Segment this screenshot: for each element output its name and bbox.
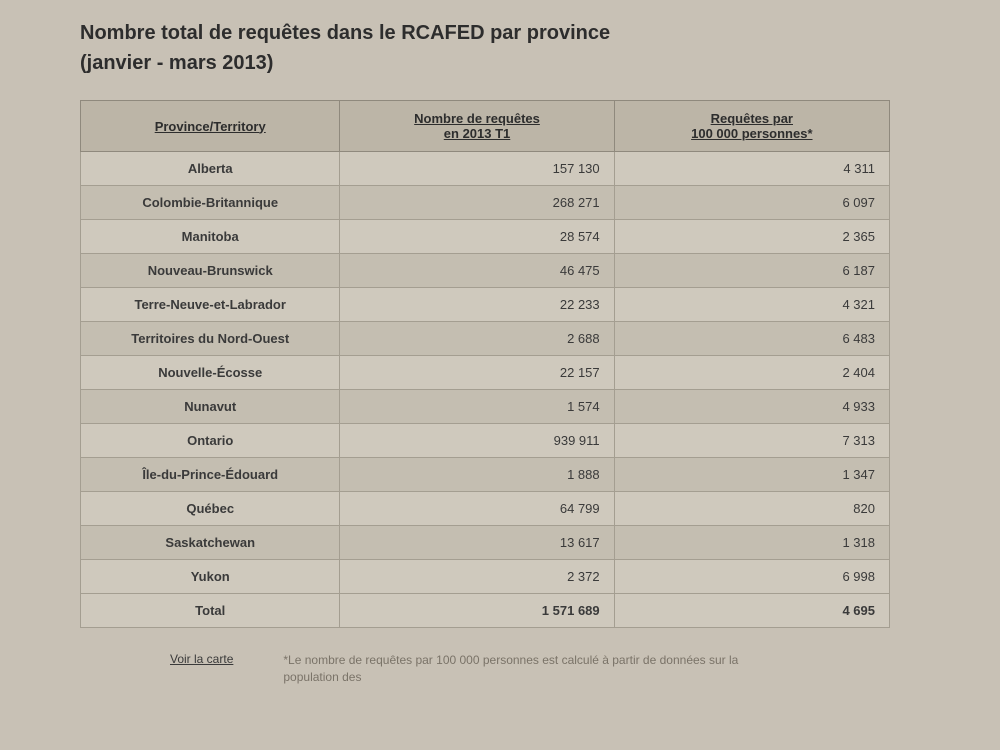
col-header-per100k-l1: Requêtes par bbox=[711, 111, 793, 126]
cell-per100k: 4 311 bbox=[614, 152, 889, 186]
cell-requests: 2 688 bbox=[340, 322, 614, 356]
data-table: Province/Territory Nombre de requêtes en… bbox=[80, 100, 890, 628]
table-row: Saskatchewan13 6171 318 bbox=[81, 526, 890, 560]
cell-per100k: 7 313 bbox=[614, 424, 889, 458]
cell-province: Colombie-Britannique bbox=[81, 186, 340, 220]
cell-requests: 22 233 bbox=[340, 288, 614, 322]
table-row: Ontario939 9117 313 bbox=[81, 424, 890, 458]
cell-per100k: 2 404 bbox=[614, 356, 889, 390]
cell-requests: 64 799 bbox=[340, 492, 614, 526]
cell-requests: 22 157 bbox=[340, 356, 614, 390]
table-row: Terre-Neuve-et-Labrador22 2334 321 bbox=[81, 288, 890, 322]
table-row: Territoires du Nord-Ouest2 6886 483 bbox=[81, 322, 890, 356]
table-row: Alberta157 1304 311 bbox=[81, 152, 890, 186]
cell-per100k: 4 933 bbox=[614, 390, 889, 424]
col-header-requests-l2: en 2013 T1 bbox=[444, 126, 511, 141]
cell-province: Nouvelle-Écosse bbox=[81, 356, 340, 390]
cell-requests: 28 574 bbox=[340, 220, 614, 254]
table-row: Québec64 799820 bbox=[81, 492, 890, 526]
cell-province: Nunavut bbox=[81, 390, 340, 424]
col-header-province-label: Province/Territory bbox=[155, 119, 266, 134]
table-header: Province/Territory Nombre de requêtes en… bbox=[81, 101, 890, 152]
col-header-per100k[interactable]: Requêtes par 100 000 personnes* bbox=[614, 101, 889, 152]
cell-per100k: 820 bbox=[614, 492, 889, 526]
cell-province: Québec bbox=[81, 492, 340, 526]
table-row: Nunavut1 5744 933 bbox=[81, 390, 890, 424]
cell-per100k: 4 321 bbox=[614, 288, 889, 322]
cell-province: Manitoba bbox=[81, 220, 340, 254]
table-row: Colombie-Britannique268 2716 097 bbox=[81, 186, 890, 220]
page-title: Nombre total de requêtes dans le RCAFED … bbox=[80, 18, 960, 78]
cell-total-label: Total bbox=[81, 594, 340, 628]
table-row: Île-du-Prince-Édouard1 8881 347 bbox=[81, 458, 890, 492]
cell-province: Saskatchewan bbox=[81, 526, 340, 560]
cell-requests: 939 911 bbox=[340, 424, 614, 458]
cell-province: Terre-Neuve-et-Labrador bbox=[81, 288, 340, 322]
table-body: Alberta157 1304 311Colombie-Britannique2… bbox=[81, 152, 890, 628]
cell-total-per100k: 4 695 bbox=[614, 594, 889, 628]
cell-per100k: 1 318 bbox=[614, 526, 889, 560]
cell-province: Yukon bbox=[81, 560, 340, 594]
table-row: Nouveau-Brunswick46 4756 187 bbox=[81, 254, 890, 288]
cell-total-requests: 1 571 689 bbox=[340, 594, 614, 628]
col-header-per100k-l2: 100 000 personnes* bbox=[691, 126, 812, 141]
table-row: Nouvelle-Écosse22 1572 404 bbox=[81, 356, 890, 390]
cell-requests: 268 271 bbox=[340, 186, 614, 220]
cell-province: Ontario bbox=[81, 424, 340, 458]
col-header-province[interactable]: Province/Territory bbox=[81, 101, 340, 152]
view-map-link[interactable]: Voir la carte bbox=[80, 652, 233, 666]
cell-requests: 46 475 bbox=[340, 254, 614, 288]
cell-requests: 2 372 bbox=[340, 560, 614, 594]
cell-per100k: 2 365 bbox=[614, 220, 889, 254]
cell-province: Alberta bbox=[81, 152, 340, 186]
cell-per100k: 6 483 bbox=[614, 322, 889, 356]
footer: Voir la carte *Le nombre de requêtes par… bbox=[80, 652, 960, 686]
title-line-1: Nombre total de requêtes dans le RCAFED … bbox=[80, 22, 610, 44]
cell-requests: 157 130 bbox=[340, 152, 614, 186]
cell-province: Île-du-Prince-Édouard bbox=[81, 458, 340, 492]
col-header-requests-l1: Nombre de requêtes bbox=[414, 111, 540, 126]
cell-province: Nouveau-Brunswick bbox=[81, 254, 340, 288]
cell-requests: 13 617 bbox=[340, 526, 614, 560]
page-container: Nombre total de requêtes dans le RCAFED … bbox=[0, 0, 1000, 696]
cell-per100k: 1 347 bbox=[614, 458, 889, 492]
cell-province: Territoires du Nord-Ouest bbox=[81, 322, 340, 356]
table-row: Yukon2 3726 998 bbox=[81, 560, 890, 594]
cell-per100k: 6 097 bbox=[614, 186, 889, 220]
cell-per100k: 6 187 bbox=[614, 254, 889, 288]
table-row: Manitoba28 5742 365 bbox=[81, 220, 890, 254]
footnote-text: *Le nombre de requêtes par 100 000 perso… bbox=[283, 652, 763, 686]
table-row-total: Total1 571 6894 695 bbox=[81, 594, 890, 628]
cell-per100k: 6 998 bbox=[614, 560, 889, 594]
title-line-2: (janvier - mars 2013) bbox=[80, 52, 273, 74]
cell-requests: 1 574 bbox=[340, 390, 614, 424]
col-header-requests[interactable]: Nombre de requêtes en 2013 T1 bbox=[340, 101, 614, 152]
cell-requests: 1 888 bbox=[340, 458, 614, 492]
